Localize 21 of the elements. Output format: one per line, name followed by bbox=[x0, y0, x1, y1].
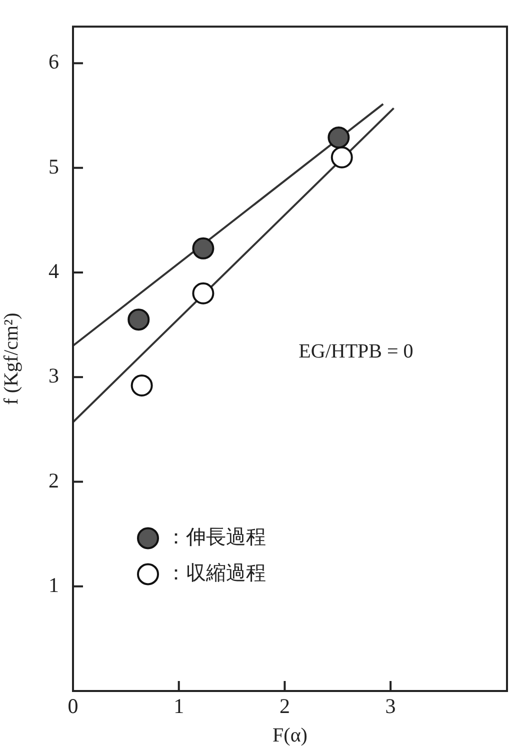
legend-label: ：収縮過程 bbox=[166, 560, 266, 584]
annotation: EG/HTPB = 0 bbox=[298, 340, 414, 362]
point bbox=[128, 308, 150, 331]
point bbox=[328, 126, 350, 149]
point bbox=[192, 282, 214, 304]
x-axis-title: F(α) bbox=[272, 724, 308, 746]
y-tick-label: 5 bbox=[48, 154, 59, 178]
y-axis-title: f (Kgf/cm²) bbox=[0, 312, 22, 405]
x-tick-label: 0 bbox=[68, 694, 78, 718]
x-tick-label: 3 bbox=[385, 694, 396, 718]
point bbox=[192, 237, 214, 260]
y-tick-label: 6 bbox=[48, 50, 59, 74]
y-tick-label: 3 bbox=[48, 364, 59, 388]
legend-label: ：伸長過程 bbox=[166, 524, 266, 548]
x-tick-label: 1 bbox=[174, 694, 184, 718]
y-tick-label: 1 bbox=[48, 572, 59, 597]
y-tick-label: 4 bbox=[48, 258, 60, 283]
y-tick-label: 2 bbox=[48, 468, 59, 492]
x-tick-label: 2 bbox=[279, 694, 290, 718]
point bbox=[330, 146, 353, 168]
point bbox=[130, 374, 153, 396]
